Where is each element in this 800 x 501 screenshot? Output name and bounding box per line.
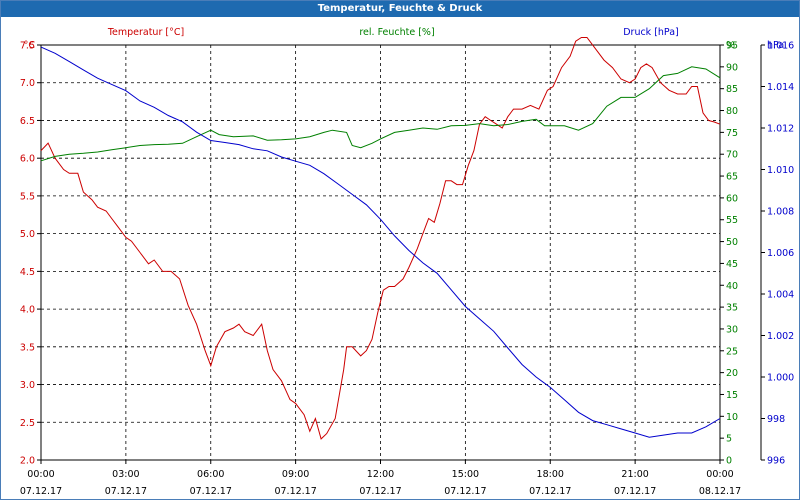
humidity-tick-label: 30 — [726, 324, 738, 335]
x-tick-date-label: 07.12.17 — [190, 486, 232, 497]
chart-axes — [37, 44, 765, 464]
temperature-tick-label: 2.5 — [20, 418, 35, 429]
humidity-tick-label: 0 — [726, 456, 732, 467]
pressure-unit-label: hPa — [767, 40, 784, 51]
humidity-tick-label: 85 — [726, 84, 738, 95]
humidity-tick-label: 95 — [726, 41, 738, 52]
x-tick-date-label: 07.12.17 — [274, 486, 316, 497]
humidity-tick-label: 10 — [726, 412, 738, 423]
x-tick-time-label: 18:00 — [537, 469, 564, 480]
humidity-tick-label: 65 — [726, 172, 738, 183]
x-tick-time-label: 00:00 — [706, 469, 733, 480]
temperature-tick-label: 5.5 — [20, 191, 35, 202]
temperature-unit-label: °C — [24, 40, 36, 51]
x-tick-time-label: 06:00 — [197, 469, 224, 480]
x-tick-time-label: 12:00 — [367, 469, 394, 480]
humidity-tick-label: 60 — [726, 193, 738, 204]
pressure-tick-label: 1.002 — [767, 331, 794, 342]
temperature-tick-label: 4.5 — [20, 267, 35, 278]
pressure-tick-label: 1.008 — [767, 207, 794, 218]
pressure-tick-label: 1.004 — [767, 290, 794, 301]
humidity-tick-label: 70 — [726, 150, 738, 161]
humidity-tick-label: 80 — [726, 106, 738, 117]
temperature-series-label: Temperatur [°C] — [107, 27, 184, 38]
temperature-tick-label: 7.0 — [20, 78, 35, 89]
window-title: Temperatur, Feuchte & Druck — [1, 1, 799, 17]
temperature-series-line — [40, 37, 721, 440]
humidity-tick-label: 45 — [726, 259, 738, 270]
pressure-tick-label: 998 — [767, 414, 785, 425]
temperature-tick-label: 2.0 — [20, 456, 35, 467]
humidity-tick-label: 20 — [726, 368, 738, 379]
chart-lines — [40, 37, 721, 440]
pressure-tick-label: 1.006 — [767, 248, 794, 259]
pressure-tick-label: 1.014 — [767, 82, 794, 93]
pressure-tick-label: 1.012 — [767, 124, 794, 135]
x-tick-date-label: 07.12.17 — [444, 486, 486, 497]
x-tick-date-label: 07.12.17 — [20, 486, 62, 497]
temperature-tick-label: 6.5 — [20, 116, 35, 127]
x-tick-time-label: 21:00 — [621, 469, 648, 480]
humidity-series-label: rel. Feuchte [%] — [359, 27, 434, 38]
temperature-tick-label: 6.0 — [20, 154, 35, 165]
humidity-tick-label: 90 — [726, 62, 738, 73]
x-tick-date-label: 07.12.17 — [359, 486, 401, 497]
x-tick-date-label: 08.12.17 — [699, 486, 741, 497]
chart-labels: 2.0 2.5 3.0 3.5 4.0 4.5 5.0 5.5 6.0 6.5 7.0 7.5°C 0 5… — [20, 27, 794, 497]
humidity-tick-label: 50 — [726, 237, 738, 248]
temperature-tick-label: 5.0 — [20, 229, 35, 240]
x-tick-date-label: 07.12.17 — [105, 486, 147, 497]
humidity-tick-label: 25 — [726, 346, 738, 357]
temperature-tick-label: 3.5 — [20, 342, 35, 353]
pressure-tick-label: 1.016 — [767, 41, 794, 52]
temperature-tick-label: 7.5 — [20, 41, 35, 52]
humidity-tick-label: 55 — [726, 215, 738, 226]
pressure-tick-label: 1.000 — [767, 373, 794, 384]
humidity-tick-label: 15 — [726, 390, 738, 401]
x-tick-date-label: 07.12.17 — [529, 486, 571, 497]
pressure-tick-label: 996 — [767, 456, 785, 467]
x-tick-time-label: 15:00 — [452, 469, 479, 480]
humidity-series-line — [40, 66, 721, 162]
pressure-series-line — [40, 46, 721, 438]
x-tick-time-label: 09:00 — [282, 469, 309, 480]
x-tick-time-label: 00:00 — [27, 469, 54, 480]
humidity-tick-label: 75 — [726, 128, 738, 139]
humidity-tick-label: 35 — [726, 303, 738, 314]
chart-grid — [41, 44, 720, 461]
x-tick-time-label: 03:00 — [112, 469, 139, 480]
pressure-tick-label: 1.010 — [767, 165, 794, 176]
pressure-series-label: Druck [hPa] — [623, 27, 679, 38]
humidity-tick-label: 40 — [726, 281, 738, 292]
temperature-tick-label: 3.0 — [20, 380, 35, 391]
temperature-tick-label: 4.0 — [20, 305, 35, 316]
x-tick-date-label: 07.12.17 — [614, 486, 656, 497]
humidity-unit-label: % — [726, 40, 735, 51]
humidity-tick-label: 5 — [726, 434, 732, 445]
